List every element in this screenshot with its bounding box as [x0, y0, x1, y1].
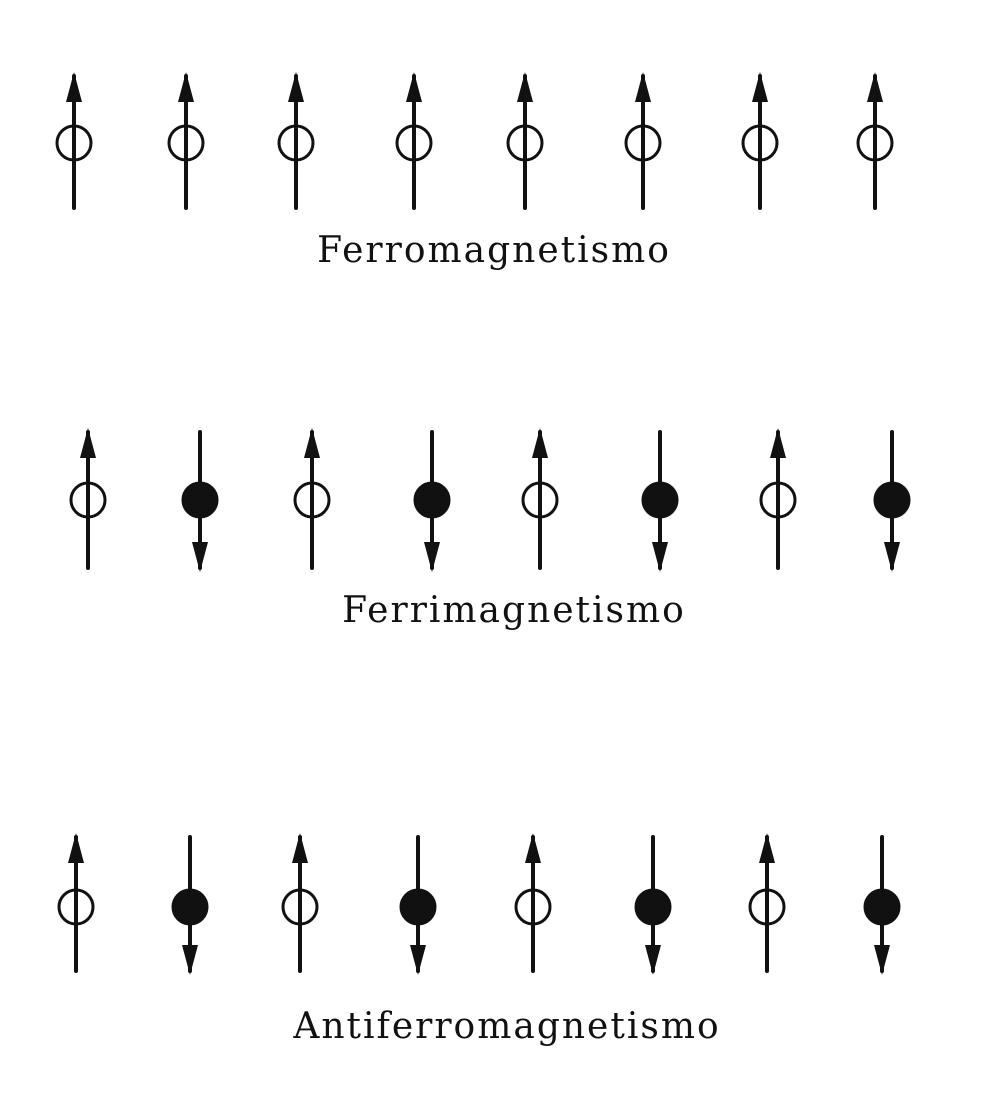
spin-down-filled	[399, 835, 437, 975]
spin-up-open	[506, 72, 544, 210]
spin-up-open	[514, 833, 552, 973]
spin-up-open	[167, 72, 205, 210]
spin-down-filled	[181, 430, 219, 572]
spin-up-open	[293, 428, 331, 570]
antiferromagnetism-row	[57, 833, 901, 975]
spin-up-open	[277, 72, 315, 210]
spin-up-open	[55, 72, 93, 210]
spin-up-open	[624, 72, 662, 210]
spin-up-open	[521, 428, 559, 570]
spin-up-open	[395, 72, 433, 210]
spin-up-open	[759, 428, 797, 570]
ferromagnetism-caption: Ferromagnetismo	[317, 230, 671, 271]
spin-up-open	[748, 833, 786, 973]
ferrimagnetism-caption: Ferrimagnetismo	[342, 590, 686, 631]
spin-down-filled	[641, 430, 679, 572]
spin-down-filled	[634, 835, 672, 975]
spin-up-open	[57, 833, 95, 973]
spin-down-filled	[873, 430, 911, 572]
antiferromagnetism-caption: Antiferromagnetismo	[292, 1006, 720, 1047]
spin-down-filled	[413, 430, 451, 572]
spin-up-open	[741, 72, 779, 210]
ferromagnetism-row	[55, 72, 894, 210]
spin-up-open	[281, 833, 319, 973]
spin-down-filled	[171, 835, 209, 975]
spin-up-open	[856, 72, 894, 210]
spin-down-filled	[863, 835, 901, 975]
spin-up-open	[69, 428, 107, 570]
ferrimagnetism-row	[69, 428, 911, 572]
